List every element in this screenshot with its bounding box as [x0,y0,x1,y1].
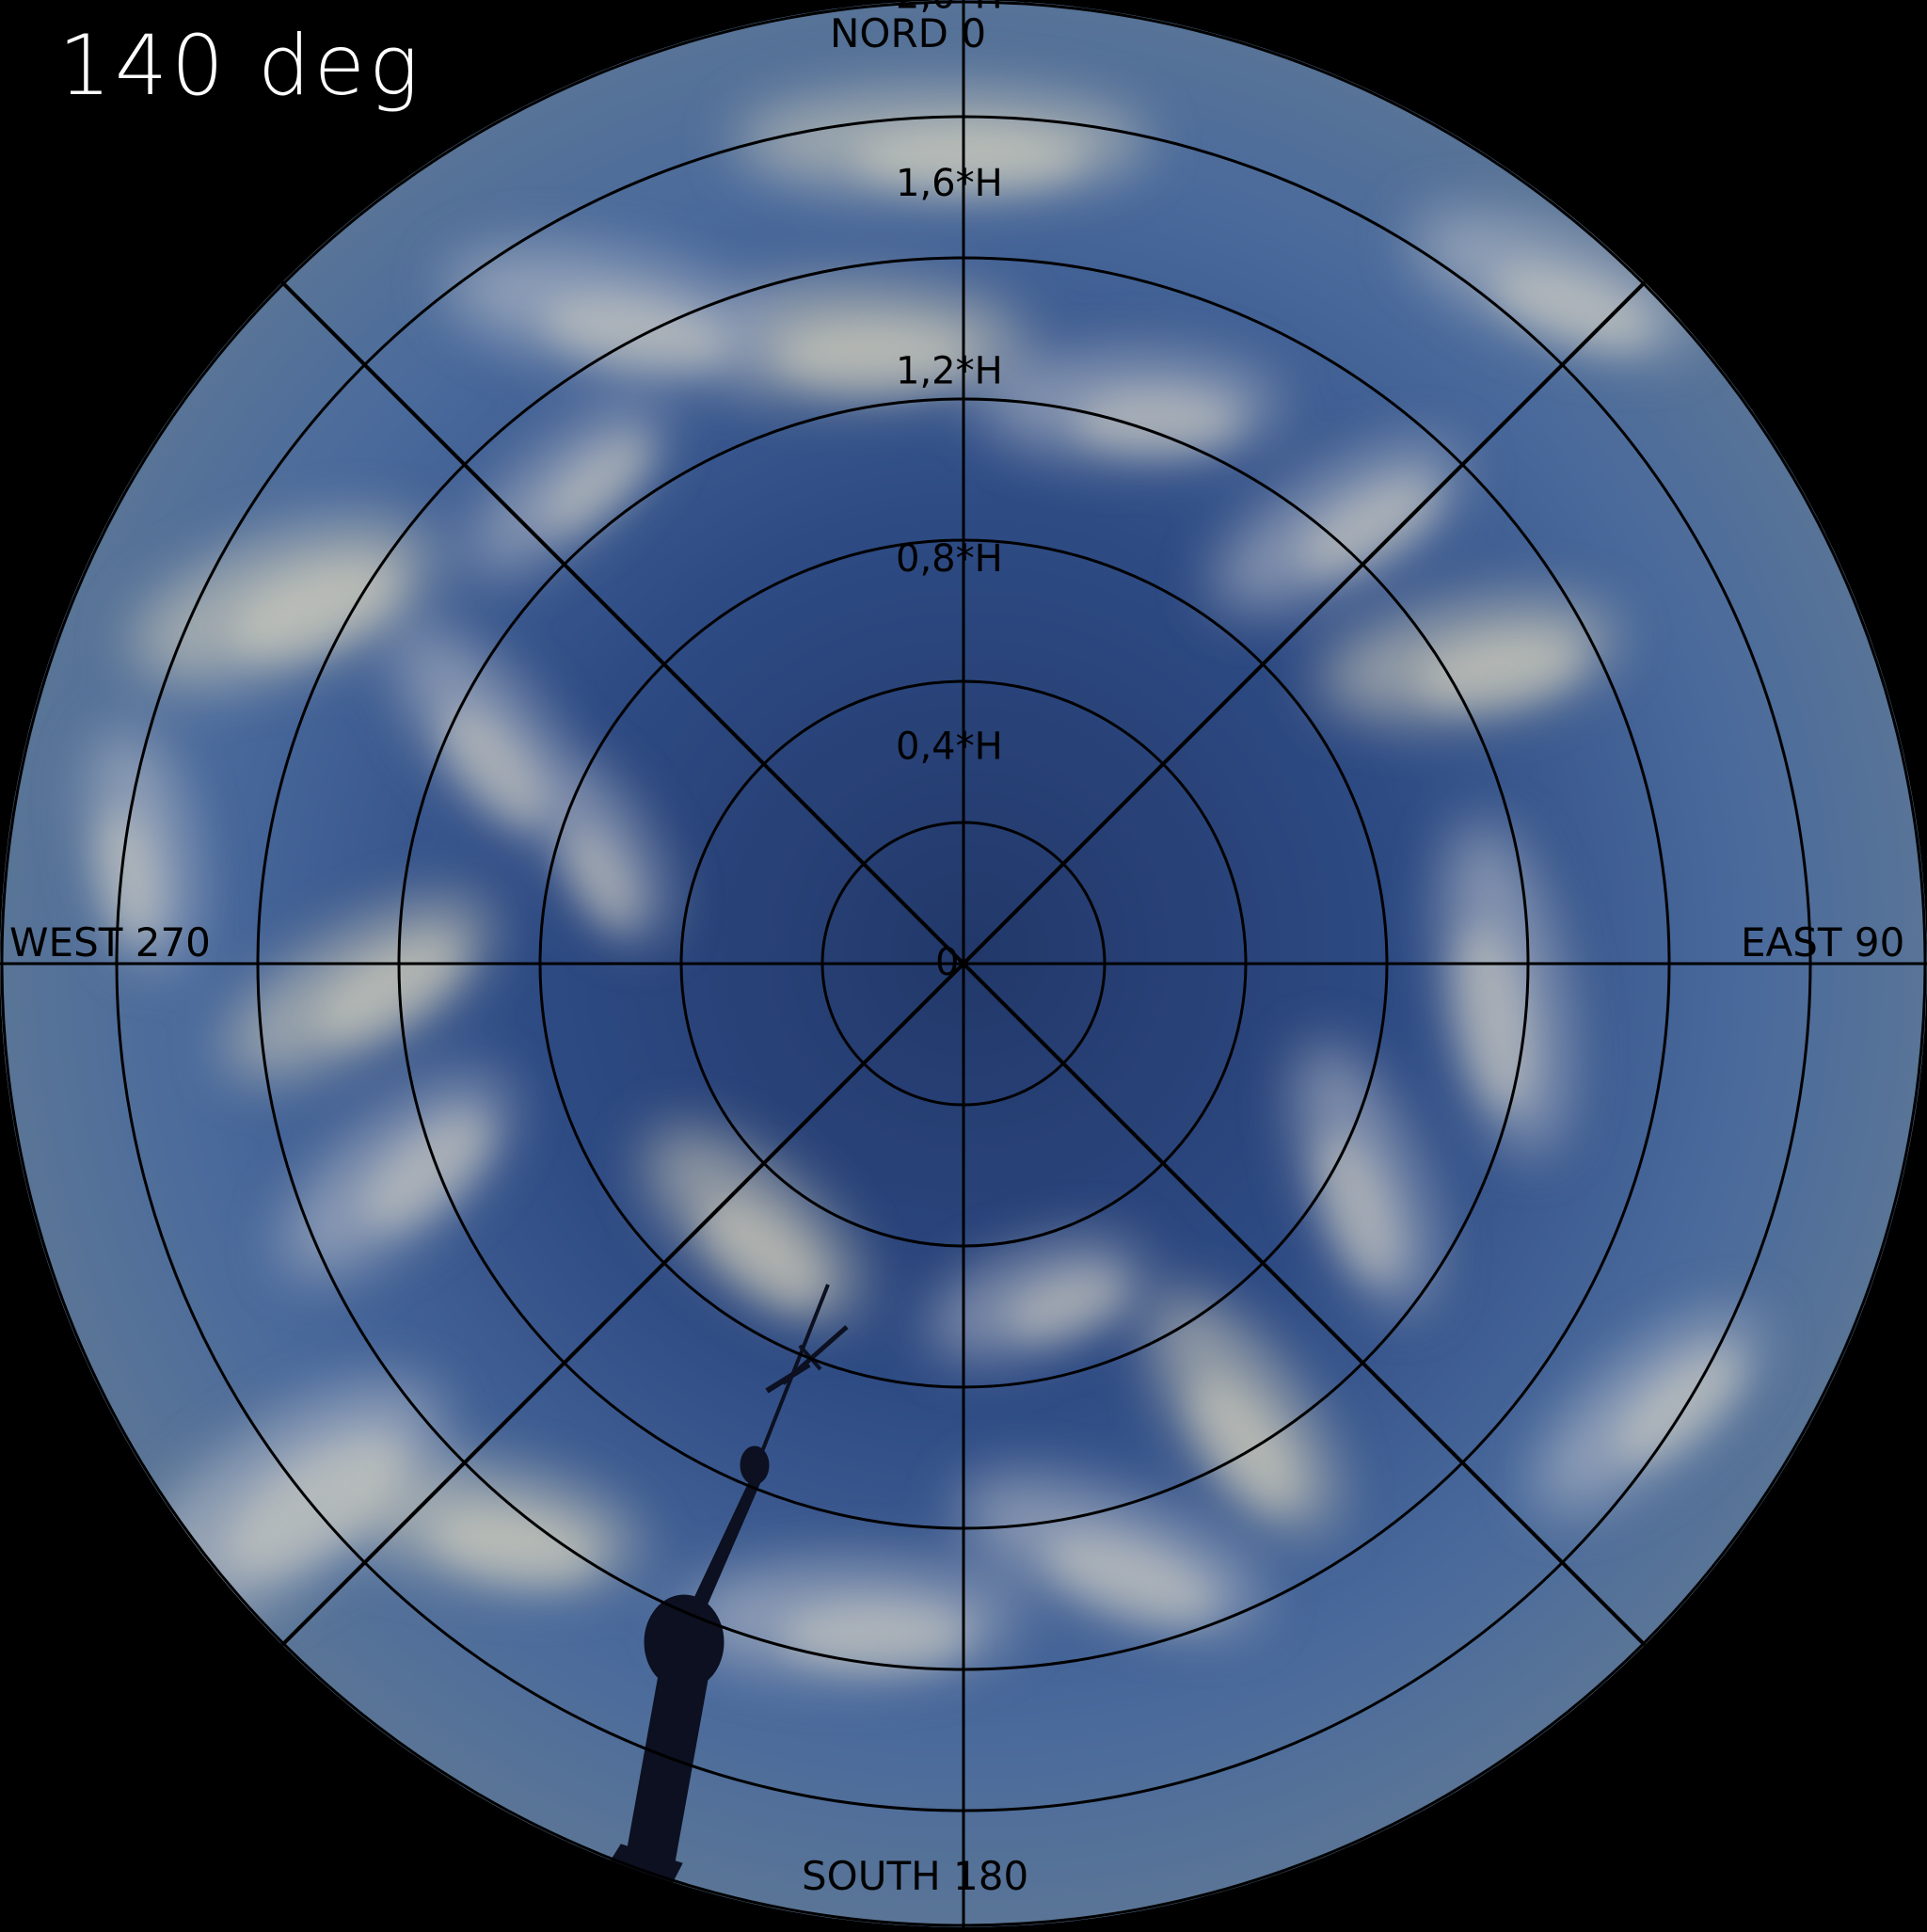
cloud-highlight [544,438,653,534]
cloud-highlight [1009,1272,1127,1341]
compass-north-label: NORD 0 [830,10,986,56]
ring-label: 2,0*H [896,0,1003,18]
cloud-highlight [1316,1135,1396,1284]
ring-label: 1,6*H [896,162,1003,205]
cloud-highlight [1455,927,1529,1111]
compass-south-label: SOUTH 180 [802,1853,1028,1899]
cloud-highlight [440,709,546,827]
compass-west-label: WEST 270 [9,919,211,966]
field-of-view-label: 140 deg [58,17,422,114]
cloud-highlight [782,1604,968,1671]
cloud-highlight [432,1511,596,1585]
ring-label: 1,2*H [896,350,1003,393]
cloud-highlight [1300,482,1440,577]
cloud-highlight [227,1434,406,1575]
range-ring [397,397,1530,1530]
range-ring [256,256,1671,1671]
cloud-highlight [1493,268,1651,351]
ring-label: 0,4*H [896,726,1003,769]
cloud-highlight [702,1202,822,1310]
range-ring [820,821,1107,1107]
ring-label: 0 [935,941,959,984]
spoke-ne-sw [280,280,1647,1647]
cloud-highlight [97,811,158,945]
range-ring [115,115,1812,1812]
cloud-highlight [1617,1352,1744,1463]
cloud-highlight [1190,1379,1296,1512]
cloud-highlight [1046,1536,1215,1624]
cloud-highlight [231,562,400,659]
ring-label: 0,8*H [896,537,1003,581]
cloud-highlight [365,1116,493,1229]
range-ring [679,679,1248,1248]
cloud-highlight [564,829,636,933]
range-ring [538,538,1389,1389]
cloud-highlight [776,324,974,391]
cloud-highlight [855,129,1083,191]
cloud-highlight [1075,392,1240,455]
compass-east-label: EAST 90 [1741,919,1904,966]
